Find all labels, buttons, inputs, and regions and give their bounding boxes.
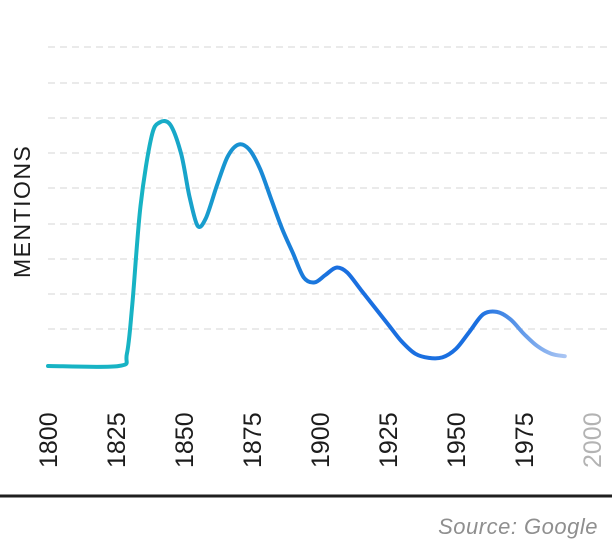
- source-note: Source: Google: [438, 514, 598, 539]
- x-tick-label: 1825: [103, 412, 131, 468]
- y-axis-label: MENTIONS: [9, 145, 35, 278]
- x-tick-label: 1950: [443, 412, 471, 468]
- x-tick-label: 1975: [511, 412, 539, 468]
- x-tick-label: 1875: [239, 412, 267, 468]
- gridlines: [48, 46, 612, 330]
- x-tick-label: 1900: [307, 412, 335, 468]
- x-tick-label: 1800: [35, 412, 63, 468]
- x-tick-label: 1850: [171, 412, 199, 468]
- series-line: [46, 119, 567, 369]
- x-axis-ticks: 1800 1825 1850 1875 1900 1925 1950 1975 2000: [35, 412, 607, 468]
- x-tick-label: 1925: [375, 412, 403, 468]
- x-tick-label: 2000: [579, 412, 607, 468]
